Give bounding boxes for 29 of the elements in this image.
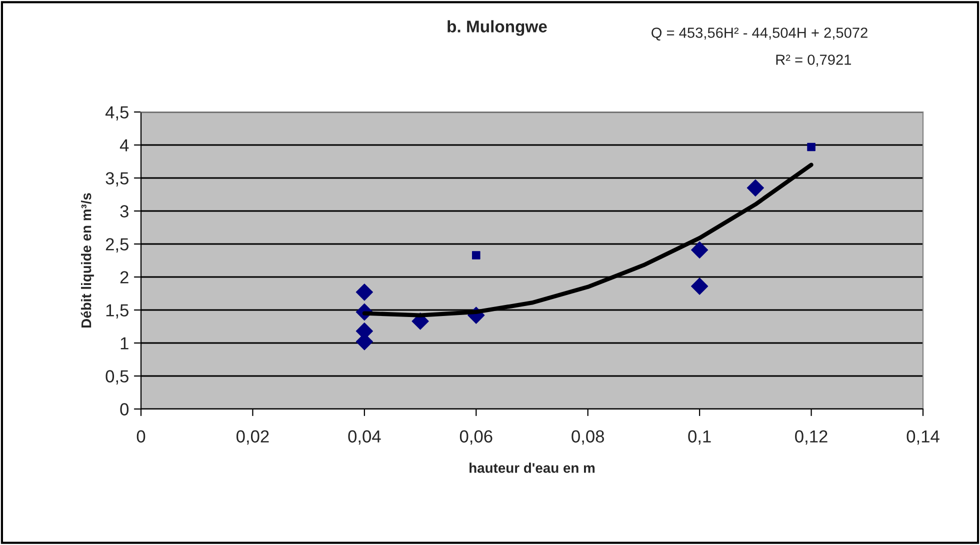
point — [356, 284, 373, 301]
point — [691, 278, 708, 295]
x-tick-label: 0,08 — [572, 430, 604, 445]
y-tick-label: 3 — [120, 205, 128, 218]
x-tick-label: 0,12 — [795, 430, 828, 445]
y-tick-label: 0 — [120, 403, 129, 416]
y-tick-label: 1,5 — [106, 304, 128, 319]
x-tick-label: 0,1 — [688, 430, 711, 445]
point — [746, 179, 764, 196]
y-tick-label: 2,5 — [106, 238, 128, 253]
y-tick-label: 3,5 — [106, 172, 128, 187]
text: Q = 453,56H² - 44,504H + 2,5072 — [652, 28, 868, 41]
x-tick-label: 0 — [136, 430, 146, 443]
chart-title: b. Mulongwe — [448, 20, 547, 36]
x-tick-label: 0,02 — [236, 430, 269, 445]
y-tick-label: 1 — [120, 337, 128, 350]
point — [807, 142, 816, 152]
text: R² = 0,7921 — [776, 54, 851, 67]
point — [691, 241, 708, 259]
point — [472, 251, 480, 260]
x-axis-title: hauteur d'eau en m — [470, 462, 595, 473]
x-tick-label: 0,06 — [460, 430, 492, 445]
y-tick-label: 0,5 — [106, 370, 128, 385]
y-tick-label: 2 — [120, 271, 128, 284]
y-axis-title: Débit liquide en m³/s — [80, 193, 94, 328]
x-tick-label: 0,04 — [348, 430, 381, 445]
y-tick-label: 4 — [120, 139, 129, 152]
x-tick-label: 0,14 — [906, 430, 940, 445]
y-tick-label: 4,5 — [105, 106, 128, 121]
